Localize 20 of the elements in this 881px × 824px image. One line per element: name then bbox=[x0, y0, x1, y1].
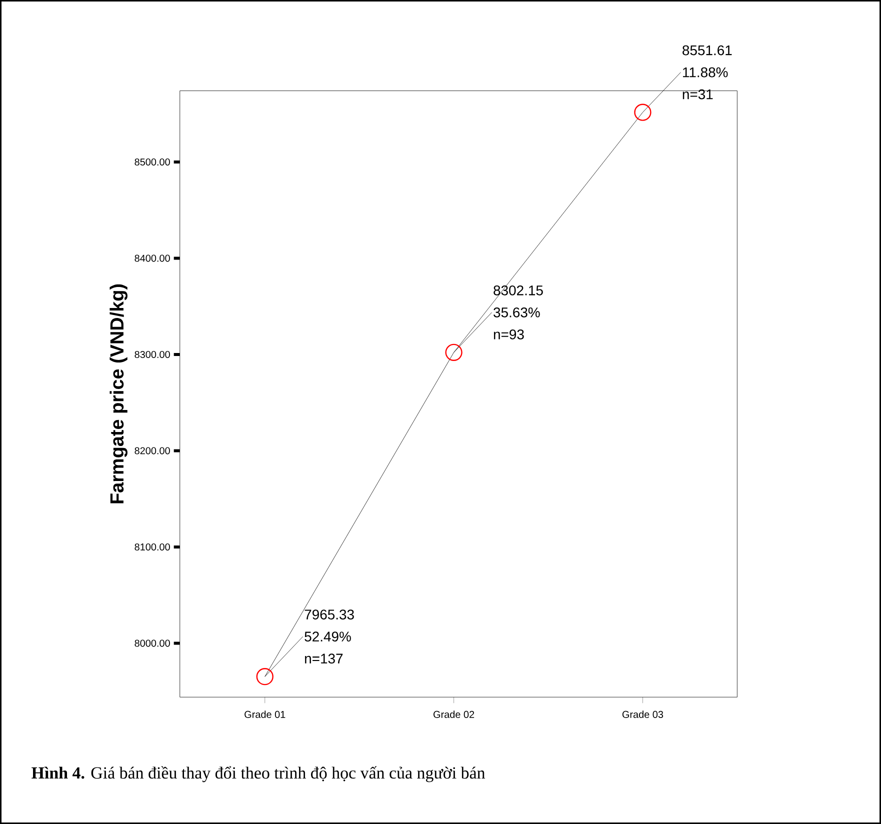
annotation: 8302.15 bbox=[494, 285, 543, 296]
annotation: n=31 bbox=[682, 89, 713, 100]
y-tick-label: 8500.00 bbox=[134, 158, 170, 166]
y-axis-title: Farmgate price (VND/kg) bbox=[110, 284, 128, 504]
y-tick-label: 8300.00 bbox=[134, 350, 170, 358]
annotation: 7965.33 bbox=[304, 610, 354, 620]
y-tick-label: 8000.00 bbox=[134, 640, 170, 647]
annotation: 8551.61 bbox=[682, 45, 732, 56]
annotation: 52.49% bbox=[304, 632, 351, 642]
annotation: n=137 bbox=[305, 654, 343, 664]
annotation: n=93 bbox=[494, 329, 524, 340]
y-tick-label: 8200.00 bbox=[134, 447, 170, 454]
x-tick-label: Grade 01 bbox=[244, 710, 286, 718]
y-tick-label: 8100.00 bbox=[134, 543, 170, 551]
x-tick-label: Grade 02 bbox=[434, 710, 474, 718]
text: Hình 4. Giá bán điều thay đổi theo trình độ học vấn của người bán bbox=[32, 766, 486, 782]
x-tick-label: Grade 03 bbox=[622, 710, 664, 718]
annotation: 11.88% bbox=[683, 67, 728, 78]
annotation: 35.63% bbox=[494, 307, 540, 318]
y-tick-label: 8400.00 bbox=[134, 254, 170, 262]
